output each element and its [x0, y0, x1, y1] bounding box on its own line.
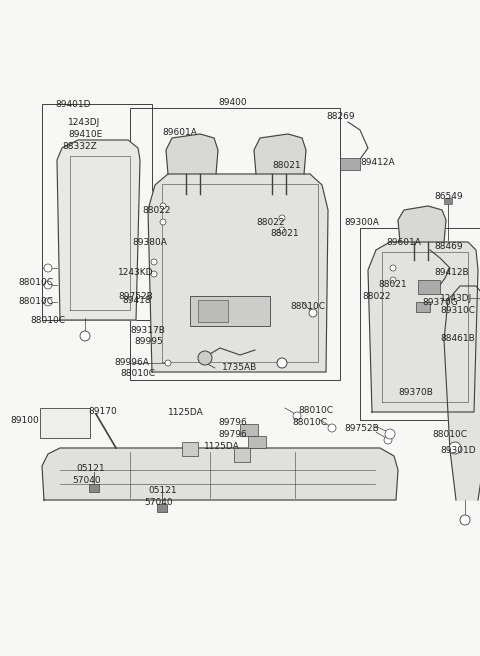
Circle shape	[198, 351, 212, 365]
Text: 88021: 88021	[270, 229, 299, 238]
Text: 88010C: 88010C	[292, 418, 327, 427]
Text: 88022: 88022	[362, 292, 391, 301]
Bar	[130, 108, 340, 380]
Text: 89796: 89796	[218, 430, 247, 439]
Text: 1243KD: 1243KD	[118, 268, 154, 277]
Circle shape	[390, 265, 396, 271]
Text: 89601A: 89601A	[162, 128, 197, 137]
Bar	[157, 504, 167, 512]
Text: 1243DJ: 1243DJ	[68, 118, 100, 127]
Text: 88010C: 88010C	[432, 430, 467, 439]
Circle shape	[277, 358, 287, 368]
Circle shape	[44, 298, 52, 306]
Text: 88469: 88469	[434, 242, 463, 251]
Bar	[416, 286, 476, 346]
Bar	[42, 104, 152, 320]
Text: 89380A: 89380A	[132, 238, 167, 247]
Text: 89996A: 89996A	[114, 358, 149, 367]
Text: 89301D: 89301D	[440, 446, 476, 455]
Bar	[418, 280, 440, 294]
Bar	[416, 302, 430, 312]
Text: 1125DA: 1125DA	[204, 442, 240, 451]
Polygon shape	[166, 134, 218, 174]
Bar	[190, 296, 270, 326]
Circle shape	[44, 264, 52, 272]
Text: 89418: 89418	[122, 296, 151, 305]
Text: 88022: 88022	[256, 218, 285, 227]
Text: 1735AB: 1735AB	[222, 363, 257, 372]
Polygon shape	[148, 174, 328, 372]
Circle shape	[44, 281, 52, 289]
Circle shape	[80, 331, 90, 341]
Circle shape	[384, 436, 392, 444]
Text: 89400: 89400	[218, 98, 247, 107]
Text: 88022: 88022	[142, 206, 170, 215]
Text: 89412A: 89412A	[360, 158, 395, 167]
Text: 89410E: 89410E	[68, 130, 102, 139]
Circle shape	[309, 309, 317, 317]
Bar	[240, 424, 258, 436]
Text: 88461B: 88461B	[440, 334, 475, 343]
Bar	[89, 484, 99, 492]
Bar	[234, 448, 250, 462]
Circle shape	[151, 271, 157, 277]
Text: 89170: 89170	[88, 407, 117, 416]
Text: 1243DJ: 1243DJ	[440, 294, 472, 303]
Text: 57040: 57040	[144, 498, 173, 507]
Circle shape	[160, 203, 166, 209]
Polygon shape	[254, 134, 306, 174]
Text: 89412B: 89412B	[434, 268, 468, 277]
Polygon shape	[57, 140, 140, 320]
Text: 89401D: 89401D	[55, 100, 91, 109]
Circle shape	[165, 360, 171, 366]
Text: 88269: 88269	[326, 112, 355, 121]
Text: 89370G: 89370G	[422, 298, 458, 307]
Circle shape	[449, 442, 461, 454]
Polygon shape	[42, 448, 398, 500]
Text: 88010C: 88010C	[18, 278, 53, 287]
Text: 89752B: 89752B	[344, 424, 379, 433]
Circle shape	[279, 227, 285, 233]
Text: 89796: 89796	[218, 418, 247, 427]
Circle shape	[279, 215, 285, 221]
Text: 89300A: 89300A	[344, 218, 379, 227]
Circle shape	[460, 515, 470, 525]
Bar	[444, 198, 452, 204]
Text: 88010C: 88010C	[298, 406, 333, 415]
Circle shape	[151, 259, 157, 265]
Text: 89370B: 89370B	[398, 388, 433, 397]
Text: 05121: 05121	[148, 486, 177, 495]
Circle shape	[390, 277, 396, 283]
Text: 89310C: 89310C	[440, 306, 475, 315]
Bar	[198, 300, 228, 322]
Text: 57040: 57040	[72, 476, 101, 485]
Text: 88010C: 88010C	[290, 302, 325, 311]
Text: 86549: 86549	[434, 192, 463, 201]
Bar	[360, 228, 480, 420]
Text: 89317B: 89317B	[130, 326, 165, 335]
Circle shape	[293, 412, 301, 420]
Polygon shape	[368, 242, 478, 412]
Bar	[248, 436, 266, 448]
Text: 88010C: 88010C	[18, 297, 53, 306]
Polygon shape	[398, 206, 446, 242]
Text: 1125DA: 1125DA	[168, 408, 204, 417]
Text: 05121: 05121	[76, 464, 105, 473]
Text: 89100: 89100	[10, 416, 39, 425]
Text: 89995: 89995	[134, 337, 163, 346]
Text: 88021: 88021	[272, 161, 300, 170]
Text: 88010C: 88010C	[120, 369, 155, 378]
Bar	[182, 442, 198, 456]
Text: 88010C: 88010C	[30, 316, 65, 325]
Text: 88021: 88021	[378, 280, 407, 289]
Text: 89601A: 89601A	[386, 238, 421, 247]
Bar	[340, 158, 360, 170]
Circle shape	[385, 429, 395, 439]
Circle shape	[328, 424, 336, 432]
Text: 89752B: 89752B	[118, 292, 153, 301]
Bar	[40, 408, 90, 438]
Text: 88332Z: 88332Z	[62, 142, 97, 151]
Polygon shape	[444, 286, 480, 500]
Circle shape	[160, 219, 166, 225]
